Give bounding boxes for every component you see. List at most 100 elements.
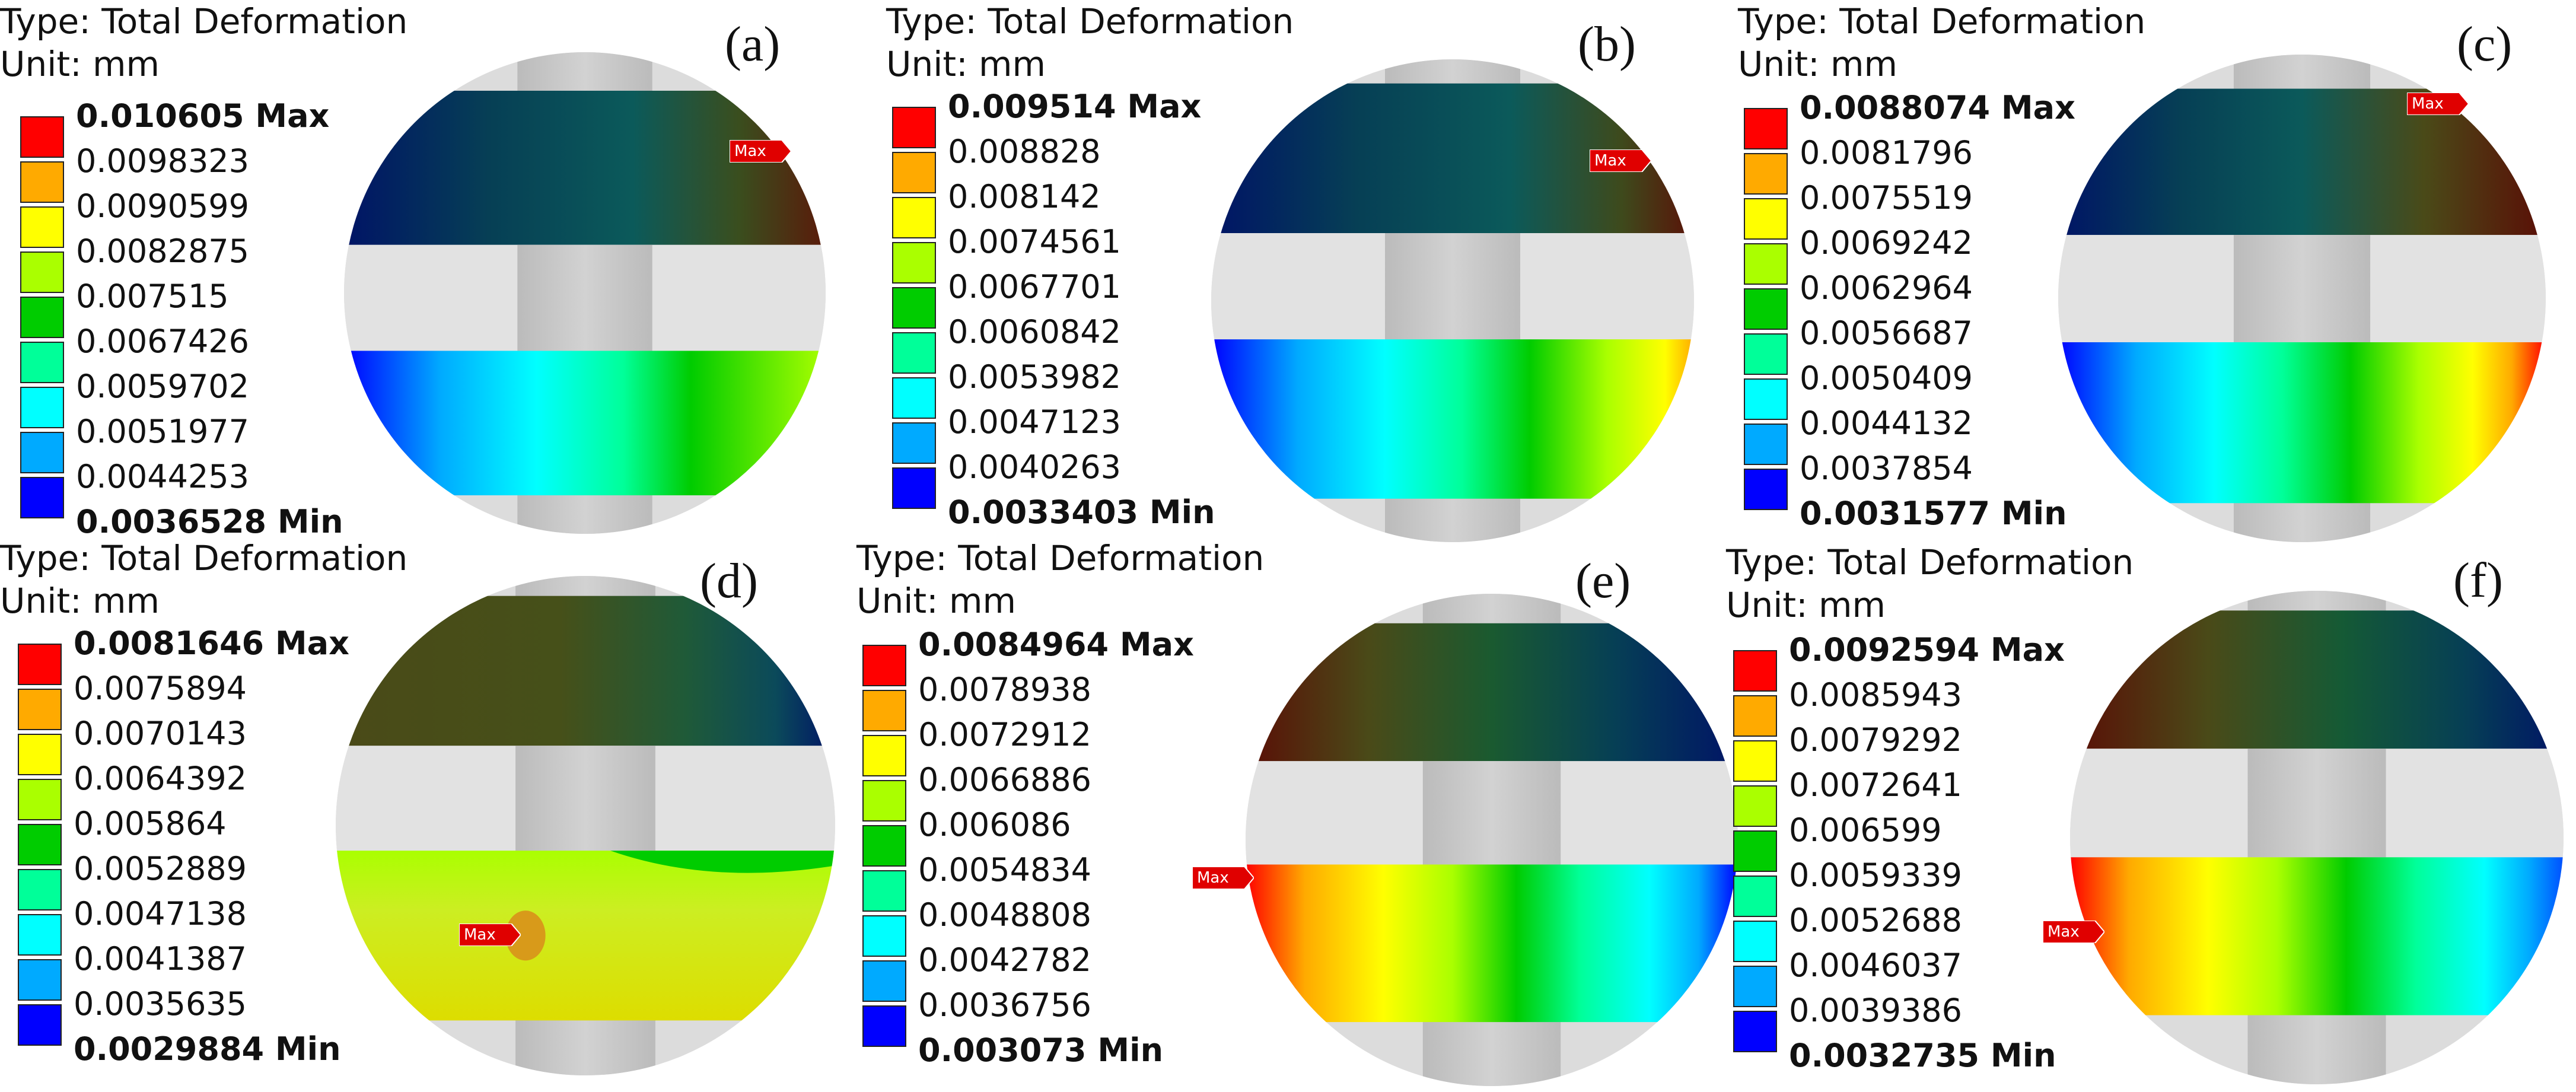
legend-label: 0.008142 (948, 178, 1101, 215)
legend-label: 0.0081796 (1800, 134, 1973, 171)
legend-label: 0.0059339 (1789, 857, 1963, 894)
legend-swatch-4 (862, 780, 906, 822)
legend-label: 0.0067701 (948, 268, 1122, 305)
legend-label: 0.005864 (74, 805, 227, 842)
legend-swatch-6 (862, 870, 906, 912)
legend-label: 0.0064392 (74, 760, 247, 797)
legend-label: 0.0075894 (74, 670, 247, 707)
legend-swatch-3 (20, 206, 64, 248)
legend-swatch-8 (20, 432, 64, 473)
unit-label: Unit: mm (856, 581, 1017, 621)
max-marker: Max (2407, 93, 2469, 115)
legend-swatch-6 (1744, 333, 1788, 375)
legend-label: 0.0069242 (1800, 224, 1973, 262)
legend-swatch-2 (20, 161, 64, 203)
legend-label: 0.0067426 (76, 323, 250, 360)
legend-label: 0.0079292 (1789, 721, 1963, 759)
legend-swatch-3 (1733, 740, 1777, 782)
legend-swatch-3 (18, 734, 62, 775)
type-label: Type: Total Deformation (856, 538, 1265, 578)
legend-label: 0.0051977 (76, 413, 250, 450)
max-marker-label: Max (1197, 869, 1229, 887)
unit-label: Unit: mm (0, 581, 160, 621)
legend-swatch-8 (862, 960, 906, 1002)
legend-label: 0.0047138 (74, 895, 247, 932)
legend-label: 0.0060842 (948, 313, 1122, 351)
legend-swatch-8 (892, 422, 936, 464)
type-label: Type: Total Deformation (0, 538, 408, 578)
legend-swatch-3 (892, 197, 936, 238)
legend-label: 0.0039386 (1789, 992, 1963, 1029)
legend-min-label: 0.0031577 Min (1800, 495, 2067, 532)
legend-swatch-5 (20, 297, 64, 338)
unit-label: Unit: mm (1738, 44, 1898, 84)
legend-label: 0.0072641 (1789, 766, 1963, 804)
legend-swatch-1 (1744, 108, 1788, 149)
legend-swatch-5 (862, 825, 906, 867)
legend-label: 0.0041387 (74, 940, 247, 978)
legend-label: 0.006086 (918, 806, 1071, 843)
legend-max-label: 0.0081646 Max (74, 625, 349, 662)
contour-disc (1211, 59, 1694, 542)
contour-disc (2070, 591, 2564, 1084)
legend-max-label: 0.010605 Max (76, 97, 330, 135)
panel-e: Type: Total Deformation Unit: mm (e) 0.0… (856, 537, 1738, 1086)
legend-swatch-9 (18, 1004, 62, 1046)
legend-label: 0.0048808 (918, 896, 1092, 934)
panel-a: Type: Total Deformation Unit: mm (a) 0.0… (0, 0, 858, 546)
panel-f: Type: Total Deformation Unit: mm (f) 0.0… (1726, 541, 2576, 1087)
legend-swatch-9 (1744, 469, 1788, 510)
legend-swatch-2 (1733, 695, 1777, 737)
legend-label: 0.0053982 (948, 358, 1122, 396)
max-marker: Max (1192, 867, 1254, 889)
legend-swatch-1 (862, 645, 906, 686)
panel-letter: (f) (2453, 553, 2503, 608)
legend-swatch-1 (1733, 650, 1777, 692)
legend-swatch-9 (892, 467, 936, 509)
legend-swatch-2 (892, 152, 936, 193)
legend-label: 0.0085943 (1789, 676, 1963, 714)
legend-swatch-1 (18, 644, 62, 685)
legend-label: 0.0070143 (74, 715, 247, 752)
panel-letter: (c) (2457, 17, 2513, 72)
legend-label: 0.0052688 (1789, 902, 1963, 939)
legend-swatch-4 (18, 779, 62, 820)
panel-d: Type: Total Deformation Unit: mm (d) 0.0… (0, 537, 858, 1083)
legend-swatch-1 (20, 116, 64, 158)
legend-label: 0.0082875 (76, 233, 250, 270)
type-label: Type: Total Deformation (1738, 1, 2146, 42)
legend-swatch-3 (1744, 198, 1788, 240)
max-marker-label: Max (1594, 152, 1626, 170)
panel-letter: (b) (1578, 17, 1636, 72)
legend-label: 0.0074561 (948, 223, 1122, 260)
panel-letter: (d) (700, 553, 758, 609)
legend-max-label: 0.0084964 Max (918, 626, 1194, 663)
legend-swatch-8 (18, 959, 62, 1001)
legend-label: 0.0035635 (74, 985, 247, 1023)
legend-label: 0.0078938 (918, 671, 1092, 708)
legend-swatch-9 (1733, 1011, 1777, 1052)
max-marker-label: Max (734, 142, 766, 160)
legend-label: 0.0075519 (1800, 179, 1973, 217)
panel-c: Type: Total Deformation Unit: mm (c) 0.0… (1738, 0, 2576, 546)
legend-swatch-2 (18, 689, 62, 730)
legend-min-label: 0.0036528 Min (76, 503, 343, 540)
legend-label: 0.008828 (948, 133, 1101, 170)
type-label: Type: Total Deformation (0, 1, 408, 42)
legend-swatch-1 (892, 107, 936, 148)
unit-label: Unit: mm (0, 44, 160, 84)
legend-label: 0.0056687 (1800, 314, 1973, 352)
unit-label: Unit: mm (1726, 585, 1886, 625)
contour-disc (1246, 594, 1738, 1086)
legend-label: 0.0052889 (74, 850, 247, 887)
legend-swatch-6 (1733, 875, 1777, 917)
legend-label: 0.0090599 (76, 187, 250, 225)
legend-swatch-8 (1744, 424, 1788, 465)
legend-swatch-5 (892, 287, 936, 329)
legend-label: 0.0044132 (1800, 405, 1973, 442)
max-marker-label: Max (464, 926, 496, 944)
legend-swatch-7 (1733, 921, 1777, 962)
legend-swatch-4 (892, 242, 936, 284)
legend-label: 0.0040263 (948, 448, 1122, 486)
max-marker: Max (1590, 149, 1651, 172)
